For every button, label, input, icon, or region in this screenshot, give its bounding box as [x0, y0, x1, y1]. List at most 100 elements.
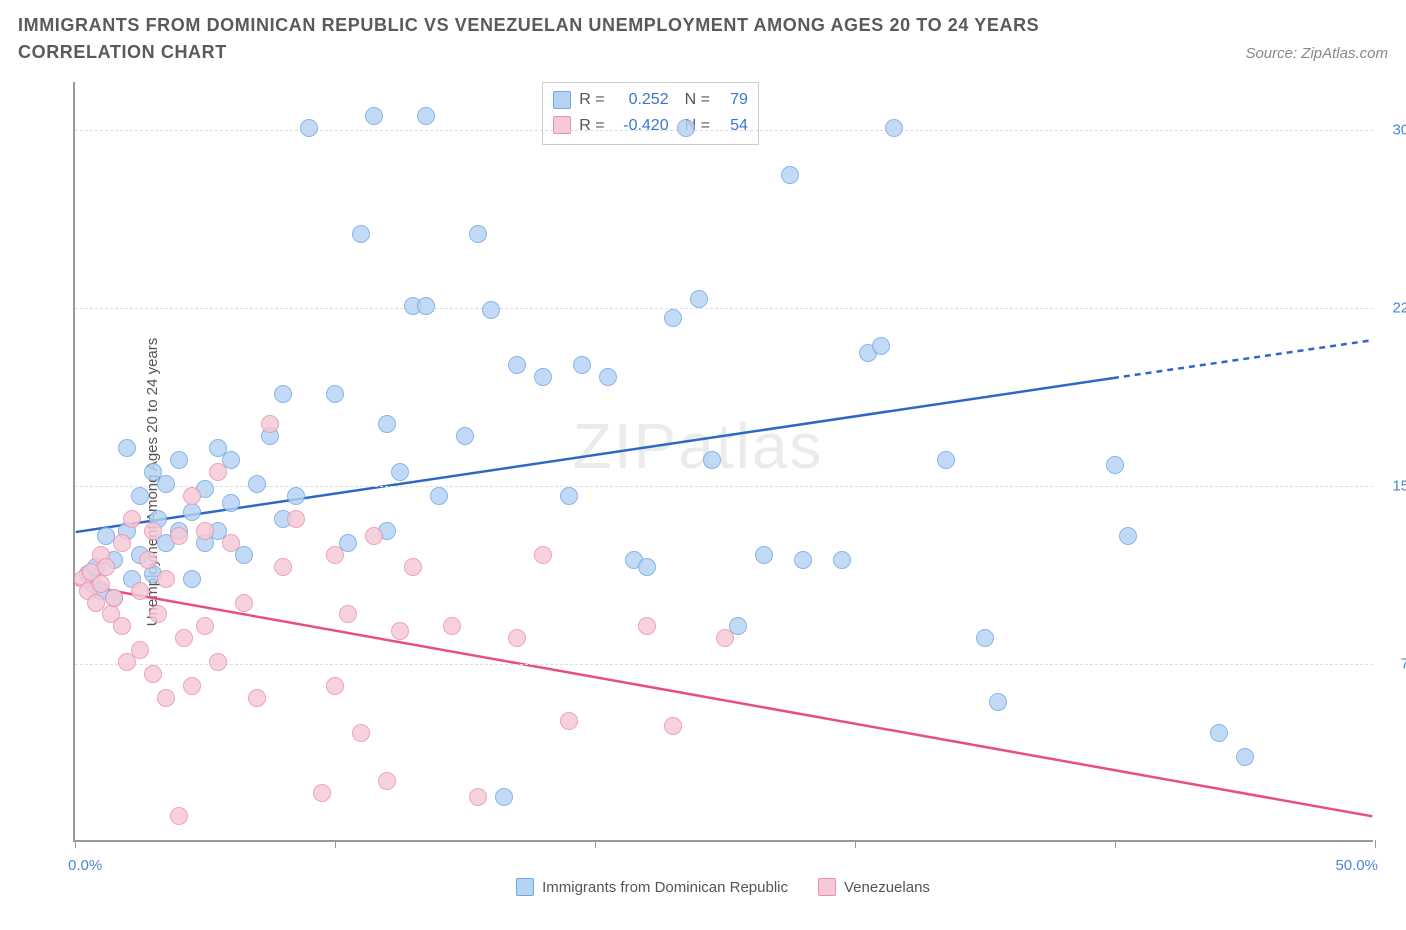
x-max-label: 50.0% — [1335, 857, 1378, 874]
data-point-dominican — [378, 415, 396, 433]
data-point-venezuelan — [534, 546, 552, 564]
data-point-venezuelan — [196, 617, 214, 635]
watermark: ZIPatlas — [573, 409, 824, 483]
swatch-dominican — [553, 91, 571, 109]
data-point-venezuelan — [508, 629, 526, 647]
data-point-dominican — [131, 487, 149, 505]
data-point-venezuelan — [157, 689, 175, 707]
data-point-venezuelan — [261, 415, 279, 433]
data-point-dominican — [365, 107, 383, 125]
data-point-venezuelan — [196, 522, 214, 540]
swatch-dominican-icon — [516, 878, 534, 896]
data-point-dominican — [1119, 527, 1137, 545]
data-point-dominican — [534, 368, 552, 386]
data-point-venezuelan — [391, 622, 409, 640]
data-point-venezuelan — [365, 527, 383, 545]
legend-item-venezuelan: Venezuelans — [818, 878, 930, 896]
data-point-dominican — [664, 309, 682, 327]
x-tick — [855, 840, 856, 848]
data-point-dominican — [989, 693, 1007, 711]
data-point-venezuelan — [469, 788, 487, 806]
data-point-venezuelan — [664, 717, 682, 735]
data-point-dominican — [118, 439, 136, 457]
data-point-venezuelan — [222, 534, 240, 552]
x-tick — [75, 840, 76, 848]
stats-legend: R = 0.252 N = 79 R = -0.420 N = 54 — [542, 82, 759, 145]
data-point-dominican — [183, 570, 201, 588]
data-point-venezuelan — [352, 724, 370, 742]
r-value-dominican: 0.252 — [613, 87, 669, 113]
data-point-dominican — [1236, 748, 1254, 766]
data-point-venezuelan — [144, 665, 162, 683]
legend-item-dominican: Immigrants from Dominican Republic — [516, 878, 788, 896]
data-point-dominican — [638, 558, 656, 576]
data-point-dominican — [833, 551, 851, 569]
data-point-dominican — [781, 166, 799, 184]
y-tick-label: 22.5% — [1392, 299, 1406, 316]
data-point-venezuelan — [339, 605, 357, 623]
data-point-dominican — [183, 503, 201, 521]
data-point-dominican — [222, 494, 240, 512]
data-point-venezuelan — [443, 617, 461, 635]
data-point-dominican — [456, 427, 474, 445]
data-point-venezuelan — [105, 589, 123, 607]
data-point-venezuelan — [287, 510, 305, 528]
data-point-venezuelan — [560, 712, 578, 730]
data-point-dominican — [690, 290, 708, 308]
data-point-venezuelan — [139, 551, 157, 569]
x-min-label: 0.0% — [68, 857, 102, 874]
data-point-venezuelan — [378, 772, 396, 790]
data-point-venezuelan — [209, 653, 227, 671]
data-point-dominican — [508, 356, 526, 374]
data-point-venezuelan — [131, 641, 149, 659]
data-point-venezuelan — [638, 617, 656, 635]
data-point-venezuelan — [175, 629, 193, 647]
data-point-venezuelan — [183, 677, 201, 695]
swatch-venezuelan — [553, 116, 571, 134]
data-point-dominican — [274, 385, 292, 403]
data-point-dominican — [469, 225, 487, 243]
data-point-venezuelan — [170, 527, 188, 545]
data-point-dominican — [157, 475, 175, 493]
data-point-dominican — [300, 119, 318, 137]
data-point-dominican — [573, 356, 591, 374]
data-point-dominican — [495, 788, 513, 806]
data-point-dominican — [937, 451, 955, 469]
data-point-dominican — [352, 225, 370, 243]
series-legend: Immigrants from Dominican Republic Venez… — [73, 878, 1373, 896]
data-point-dominican — [885, 119, 903, 137]
stats-row-venezuelan: R = -0.420 N = 54 — [553, 113, 748, 139]
y-tick-label: 30.0% — [1392, 121, 1406, 138]
data-point-dominican — [417, 107, 435, 125]
trend-lines — [75, 82, 1373, 840]
stats-row-dominican: R = 0.252 N = 79 — [553, 87, 748, 113]
data-point-dominican — [976, 629, 994, 647]
data-point-dominican — [391, 463, 409, 481]
swatch-venezuelan-icon — [818, 878, 836, 896]
data-point-venezuelan — [170, 807, 188, 825]
data-point-venezuelan — [144, 522, 162, 540]
data-point-venezuelan — [113, 617, 131, 635]
data-point-venezuelan — [274, 558, 292, 576]
grid-line — [75, 486, 1373, 487]
data-point-venezuelan — [131, 582, 149, 600]
data-point-venezuelan — [716, 629, 734, 647]
data-point-venezuelan — [235, 594, 253, 612]
chart-title: IMMIGRANTS FROM DOMINICAN REPUBLIC VS VE… — [18, 12, 1118, 66]
data-point-venezuelan — [123, 510, 141, 528]
data-point-dominican — [482, 301, 500, 319]
data-point-dominican — [560, 487, 578, 505]
data-point-dominican — [417, 297, 435, 315]
data-point-dominican — [794, 551, 812, 569]
data-point-venezuelan — [97, 558, 115, 576]
data-point-dominican — [1106, 456, 1124, 474]
x-tick — [1115, 840, 1116, 848]
data-point-dominican — [677, 119, 695, 137]
data-point-venezuelan — [183, 487, 201, 505]
data-point-dominican — [703, 451, 721, 469]
correlation-chart: Unemployment Among Ages 20 to 24 years Z… — [18, 72, 1388, 892]
data-point-dominican — [170, 451, 188, 469]
data-point-venezuelan — [326, 677, 344, 695]
data-point-dominican — [1210, 724, 1228, 742]
grid-line — [75, 308, 1373, 309]
